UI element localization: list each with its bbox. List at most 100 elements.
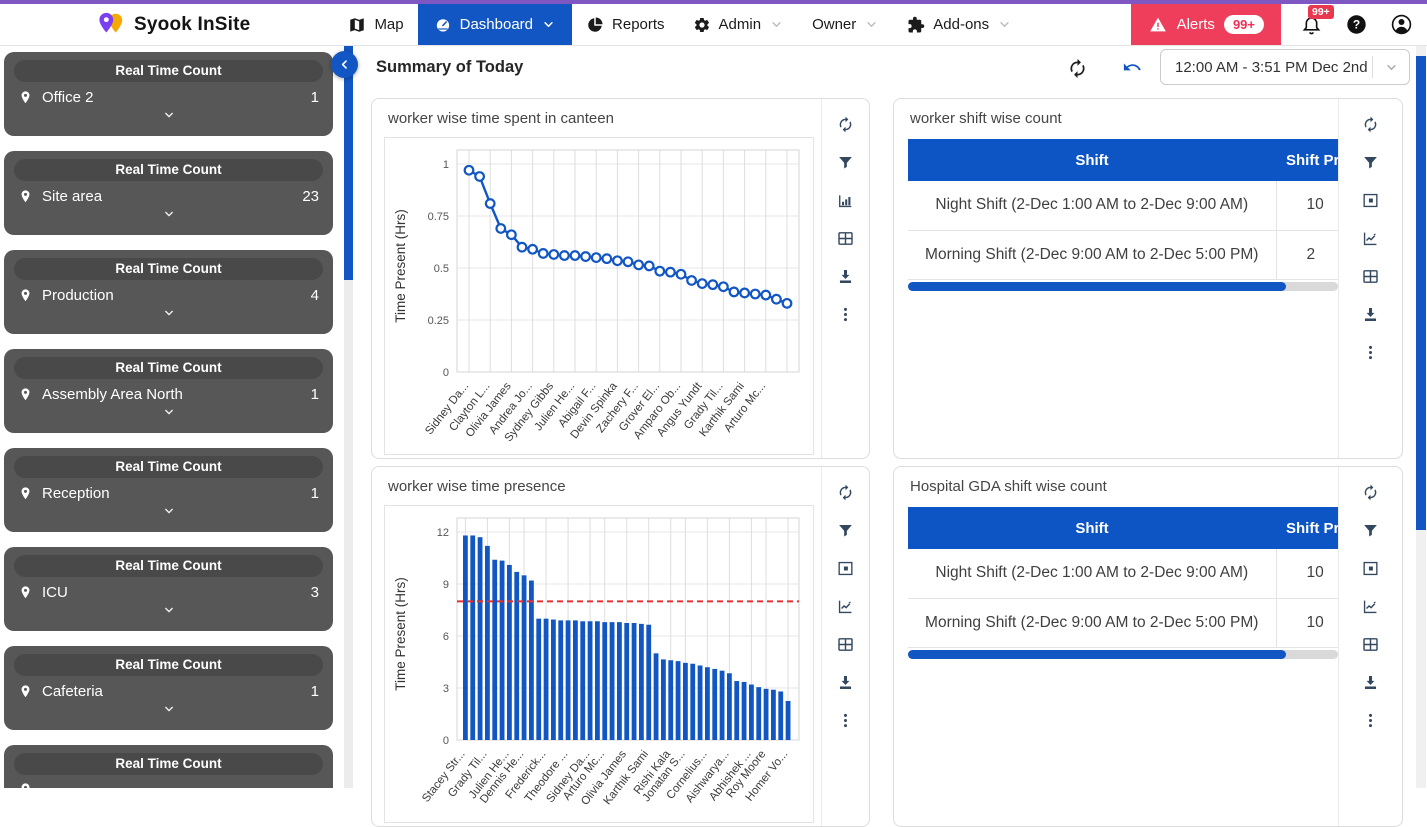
- pin-icon: [18, 486, 33, 501]
- chevron-down-icon: [1373, 60, 1409, 75]
- realtime-count-card: Real Time Count Office 2 1: [4, 52, 333, 136]
- nav-item-dashboard[interactable]: Dashboard: [417, 4, 573, 45]
- line-chart-icon[interactable]: [836, 597, 855, 616]
- filter-icon[interactable]: [1361, 521, 1380, 540]
- svg-text:Time Present (Hrs): Time Present (Hrs): [393, 209, 408, 323]
- nav-item-map[interactable]: Map: [334, 4, 417, 45]
- alerts-button[interactable]: Alerts 99+: [1130, 4, 1281, 45]
- sidebar-scrollbar-thumb[interactable]: [344, 46, 353, 280]
- expand-card-button[interactable]: [4, 702, 333, 716]
- realtime-count-sidebar: Real Time Count Office 2 1 Real Time Count S…: [0, 46, 339, 788]
- kebab-icon[interactable]: [836, 711, 855, 730]
- svg-text:12: 12: [437, 527, 449, 539]
- shift-cell: Morning Shift (2-Dec 9:00 AM to 2-Dec 5:…: [908, 598, 1277, 648]
- refresh-icon[interactable]: [1361, 115, 1380, 134]
- svg-text:3: 3: [443, 683, 449, 695]
- table-icon[interactable]: [1361, 635, 1380, 654]
- svg-text:1: 1: [443, 159, 449, 171]
- pin-icon: [18, 387, 33, 402]
- page-title: Summary of Today: [376, 58, 524, 76]
- expand-card-button[interactable]: [4, 207, 333, 221]
- table-row: Night Shift (2-Dec 1:00 AM to 2-Dec 9:00…: [908, 549, 1338, 599]
- card-header: Real Time Count: [14, 60, 323, 82]
- table-horizontal-scrollbar[interactable]: [908, 282, 1338, 291]
- shift-cell: Night Shift (2-Dec 1:00 AM to 2-Dec 9:00…: [908, 549, 1277, 599]
- download-icon[interactable]: [836, 267, 855, 286]
- filter-icon[interactable]: [836, 153, 855, 172]
- kebab-icon[interactable]: [836, 305, 855, 324]
- filter-icon[interactable]: [836, 521, 855, 540]
- admin-gear-icon: [693, 16, 711, 34]
- nav-item-admin[interactable]: Admin: [679, 4, 799, 45]
- date-range-picker[interactable]: 12:00 AM - 3:51 PM Dec 2nd: [1160, 49, 1410, 85]
- location-name: Assembly Area North: [42, 386, 183, 403]
- main-nav: Map Dashboard Reports Admin Owner Add-ons: [334, 4, 1026, 45]
- undo-button[interactable]: [1121, 57, 1144, 80]
- realtime-count-card: Real Time Count Cafeteria 1: [4, 646, 333, 730]
- profile-button[interactable]: [1390, 4, 1413, 45]
- expand-card-button[interactable]: [4, 504, 333, 518]
- canteen-time-panel: worker wise time spent in canteen 1 0.75 0…: [371, 98, 870, 459]
- page-scrollbar-thumb[interactable]: [1416, 56, 1426, 530]
- kebab-icon[interactable]: [1361, 343, 1380, 362]
- refresh-icon[interactable]: [836, 115, 855, 134]
- location-row: ICU 3: [4, 584, 333, 601]
- scrollbar-thumb[interactable]: [908, 282, 1287, 291]
- chevron-down-icon: [541, 17, 556, 32]
- line-chart-icon[interactable]: [1361, 597, 1380, 616]
- sidebar-collapse-button[interactable]: [331, 51, 358, 78]
- column-header-shift: Shift: [908, 139, 1276, 181]
- bar-chart-icon[interactable]: [836, 191, 855, 210]
- nav-item-label: Reports: [612, 16, 665, 33]
- filter-icon[interactable]: [1361, 153, 1380, 172]
- location-count: 1: [310, 485, 319, 502]
- brand-name: Syook InSite: [134, 13, 251, 35]
- expand-card-button[interactable]: [4, 108, 333, 122]
- location-count: 1: [310, 683, 319, 700]
- notifications-button[interactable]: 99+: [1297, 4, 1334, 45]
- realtime-count-card: Real Time Count Assembly Area North 1: [4, 349, 333, 433]
- table-icon[interactable]: [1361, 267, 1380, 286]
- scrollbar-thumb[interactable]: [908, 650, 1287, 659]
- pin-icon: [18, 585, 33, 600]
- nav-item-add-ons[interactable]: Add-ons: [893, 4, 1026, 45]
- panel-actions: [821, 99, 869, 458]
- svg-text:0.75: 0.75: [428, 211, 449, 223]
- table-icon[interactable]: [836, 635, 855, 654]
- kebab-icon[interactable]: [1361, 711, 1380, 730]
- line-chart-icon[interactable]: [1361, 229, 1380, 248]
- addons-puzzle-icon: [907, 16, 925, 34]
- time-presence-panel: worker wise time presence 0 3 6 9 12 Stacey S…: [371, 466, 870, 827]
- frame-icon[interactable]: [1361, 191, 1380, 210]
- alerts-label: Alerts: [1176, 16, 1215, 33]
- help-button[interactable]: ?: [1345, 4, 1368, 45]
- frame-icon[interactable]: [836, 559, 855, 578]
- download-icon[interactable]: [1361, 305, 1380, 324]
- expand-card-button[interactable]: [4, 405, 333, 419]
- svg-text:6: 6: [443, 631, 449, 643]
- chevron-down-icon: [864, 17, 879, 32]
- table-icon[interactable]: [836, 229, 855, 248]
- expand-card-button[interactable]: [4, 603, 333, 617]
- card-header: Real Time Count: [14, 159, 323, 181]
- panel-actions: [1338, 467, 1402, 826]
- sidebar-scrollbar[interactable]: [344, 46, 353, 788]
- nav-item-owner[interactable]: Owner: [798, 4, 893, 45]
- download-icon[interactable]: [836, 673, 855, 692]
- frame-icon[interactable]: [1361, 559, 1380, 578]
- location-row: Assembly Area North 1: [4, 386, 333, 403]
- refresh-icon[interactable]: [1361, 483, 1380, 502]
- panel-title: worker wise time spent in canteen: [388, 110, 614, 127]
- download-icon[interactable]: [1361, 673, 1380, 692]
- brand: Syook InSite: [96, 4, 250, 45]
- table-row: Morning Shift (2-Dec 9:00 AM to 2-Dec 5:…: [908, 230, 1338, 280]
- refresh-all-button[interactable]: [1066, 57, 1089, 80]
- location-row: Production 4: [4, 287, 333, 304]
- refresh-icon[interactable]: [836, 483, 855, 502]
- page-scrollbar[interactable]: [1416, 46, 1426, 788]
- expand-card-button[interactable]: [4, 306, 333, 320]
- nav-item-reports[interactable]: Reports: [572, 4, 679, 45]
- table-horizontal-scrollbar[interactable]: [908, 650, 1338, 659]
- pin-icon: [18, 684, 33, 699]
- card-header: Real Time Count: [14, 654, 323, 676]
